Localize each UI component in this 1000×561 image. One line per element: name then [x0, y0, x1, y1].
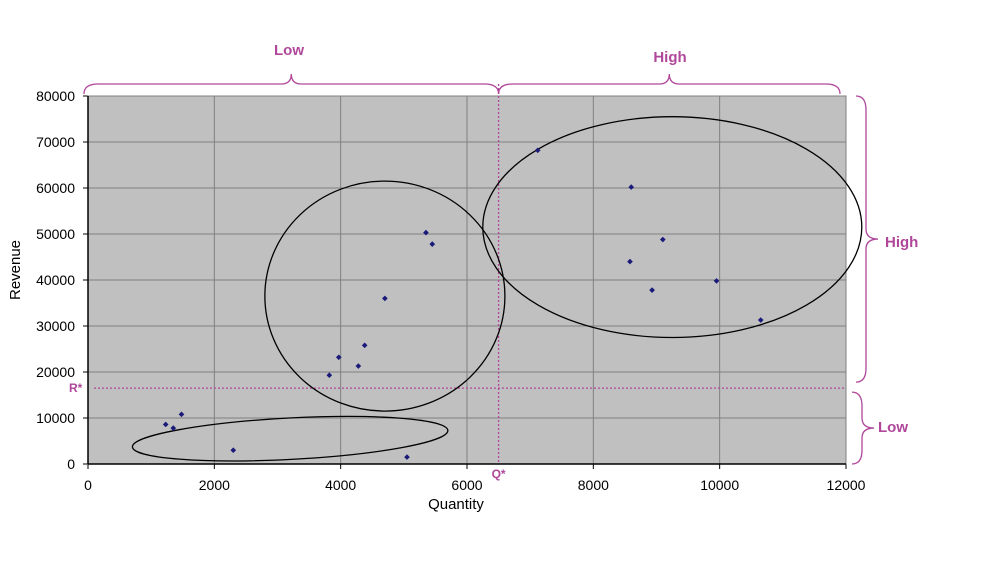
region-label-quantity-low: Low — [274, 42, 304, 59]
vertical-brace — [855, 95, 879, 383]
axes — [83, 95, 847, 469]
threshold-lines — [94, 84, 846, 464]
x-tick-label: 2000 — [199, 477, 230, 493]
cluster-ellipses — [131, 116, 863, 462]
data-point — [423, 229, 429, 236]
x-tick-label: 6000 — [451, 477, 482, 493]
x-tick-label: 4000 — [325, 477, 356, 493]
data-point — [326, 372, 333, 379]
y-tick-labels: 0 10000 20000 30000 40000 50000 60000 70000 8000… — [36, 88, 75, 472]
region-label-revenue-high: High — [885, 234, 918, 251]
y-tick-label: 70000 — [36, 134, 75, 150]
y-tick-label: 10000 — [36, 410, 75, 426]
data-point — [429, 241, 436, 247]
data-point — [230, 447, 237, 454]
x-tick-label: 12000 — [827, 477, 866, 493]
y-tick-label: 50000 — [36, 226, 75, 242]
y-tick-label: 20000 — [36, 364, 75, 380]
data-point — [659, 236, 666, 243]
horizontal-brace — [497, 73, 841, 95]
data-point — [534, 147, 541, 154]
data-point — [335, 354, 342, 361]
y-tick-label: 80000 — [36, 88, 75, 104]
x-axis-title: Quantity — [428, 496, 484, 513]
data-point — [178, 411, 185, 418]
data-point — [713, 278, 720, 284]
x-tick-label: 10000 — [700, 477, 739, 493]
y-tick-label: 60000 — [36, 180, 75, 196]
data-point — [355, 363, 362, 369]
region-braces — [83, 73, 879, 465]
cluster-ellipse — [482, 116, 863, 339]
data-point — [361, 342, 368, 349]
x-tick-labels: 0 2000 4000 6000 8000 10000 12000 — [84, 477, 866, 493]
data-point — [628, 184, 635, 190]
data-point — [170, 425, 177, 431]
gridlines — [88, 96, 846, 464]
data-point — [404, 454, 410, 460]
data-point — [162, 421, 169, 428]
region-label-revenue-low: Low — [878, 419, 908, 436]
r-star-label: R* — [69, 381, 83, 395]
region-label-quantity-high: High — [653, 49, 686, 66]
x-tick-label: 0 — [84, 477, 92, 493]
data-point — [649, 287, 655, 293]
data-points — [162, 147, 764, 460]
y-axis-title: Revenue — [7, 240, 24, 300]
vertical-brace — [851, 391, 875, 465]
y-tick-label: 30000 — [36, 318, 75, 334]
cluster-ellipse — [264, 180, 506, 412]
data-point — [627, 258, 633, 265]
y-tick-label: 40000 — [36, 272, 75, 288]
y-tick-label: 0 — [67, 456, 75, 472]
cluster-ellipse — [131, 415, 449, 462]
q-star-label: Q* — [492, 467, 506, 481]
x-tick-label: 8000 — [578, 477, 609, 493]
data-point — [757, 317, 764, 323]
data-point — [382, 295, 388, 302]
horizontal-brace — [83, 73, 500, 95]
